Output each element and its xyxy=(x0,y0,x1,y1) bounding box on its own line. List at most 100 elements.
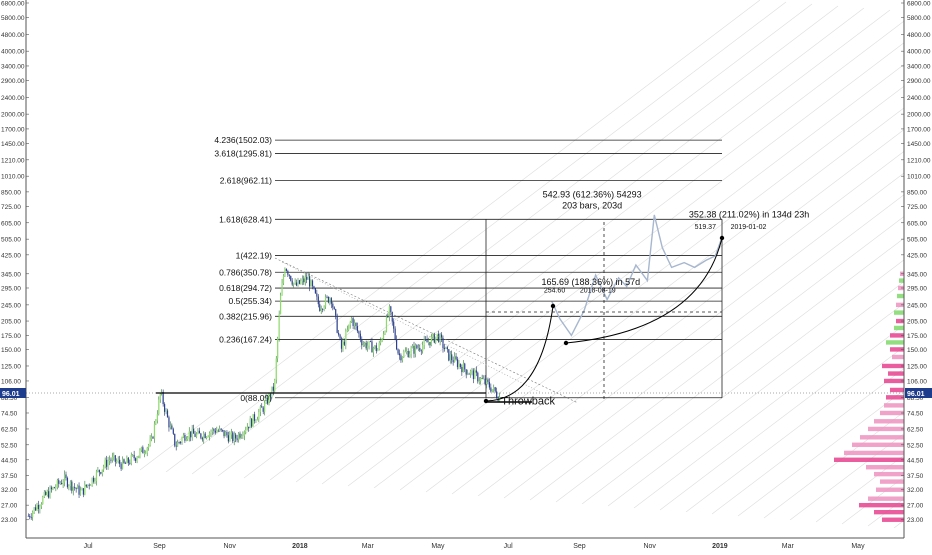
fibonacci-retracement[interactable]: 0(88.09) 0.236(167.24) 0.382(215.96) 0.5(25… xyxy=(214,135,723,403)
volume-bar xyxy=(890,387,904,393)
candle-body xyxy=(409,353,411,358)
candle-body xyxy=(301,278,303,282)
fib-level-label: 0.236(167.24) xyxy=(219,335,272,345)
candle-body xyxy=(162,391,164,405)
fib-level-label: 0.618(294.72) xyxy=(219,283,272,293)
candle-body xyxy=(139,450,141,456)
drawing-tools[interactable] xyxy=(26,222,904,404)
candle-body xyxy=(39,506,41,509)
volume-bar xyxy=(882,517,904,522)
candle-body xyxy=(461,366,463,373)
x-tick-label: 2019 xyxy=(712,543,728,550)
candle-body xyxy=(472,370,475,380)
fib-level-label: 1.618(628.41) xyxy=(219,214,272,224)
candle-body xyxy=(281,283,283,296)
y-tick-label-left: 175.00 xyxy=(1,333,21,340)
candle-body xyxy=(233,434,235,442)
price-axis[interactable]: 23.00 23.00 27.00 27.00 32.00 32.00 37.50 37.50… xyxy=(1,1,931,525)
candle-body xyxy=(352,318,354,326)
y-tick-label-right: 295.00 xyxy=(907,285,927,292)
candle-body xyxy=(159,393,161,400)
candle-body xyxy=(243,431,245,436)
candle-body xyxy=(436,333,438,337)
y-tick-label-left: 62.50 xyxy=(1,426,18,433)
candle-body xyxy=(206,436,208,439)
x-tick-label: Jul xyxy=(84,543,93,550)
candle-body xyxy=(52,487,54,490)
candle-body xyxy=(330,298,332,304)
candle-body xyxy=(178,442,180,443)
candle-body xyxy=(34,507,37,511)
curve-arc-right xyxy=(565,237,723,344)
candle-body xyxy=(27,515,29,517)
y-tick-label-right: 175.00 xyxy=(907,333,927,340)
candle-body xyxy=(306,276,308,280)
projection-path[interactable] xyxy=(551,214,722,337)
candle-body xyxy=(475,370,477,373)
candle-body xyxy=(425,339,427,341)
y-tick-label-right: 2900.00 xyxy=(907,78,931,85)
grid-line xyxy=(321,21,932,485)
candle-body xyxy=(111,456,114,461)
candle-body xyxy=(335,309,337,316)
candle-body xyxy=(197,430,199,434)
candle-body xyxy=(390,306,392,312)
candle-body xyxy=(427,341,430,343)
y-tick-label-left: 1210.00 xyxy=(1,157,25,164)
candle-body xyxy=(264,402,266,412)
annotation-measure-left-sub: 2018-08-19 xyxy=(580,288,616,295)
grid-line xyxy=(555,216,932,503)
candle-body xyxy=(342,341,344,349)
time-axis[interactable]: Jul Sep Nov 2018 Mar May Jul Sep Nov 2019 Mar May xyxy=(84,543,865,550)
candle-body xyxy=(252,414,254,427)
candle-body xyxy=(362,344,364,346)
candle-body xyxy=(343,341,346,345)
candle-body xyxy=(340,338,343,349)
grid-line xyxy=(165,1,787,473)
candle-body xyxy=(413,345,415,354)
volume-bar xyxy=(897,293,904,299)
candle-body xyxy=(211,429,214,432)
annotation-throwback: Throwback xyxy=(501,395,555,407)
candle-body xyxy=(403,351,405,357)
candle-body xyxy=(239,433,241,438)
annotation-measure-main: 203 bars, 203d xyxy=(562,200,622,210)
y-tick-label-left: 245.00 xyxy=(1,302,21,309)
candle-body xyxy=(245,430,247,432)
candle-body xyxy=(100,472,102,474)
candle-body xyxy=(53,487,56,489)
candle-body xyxy=(85,484,87,487)
candle-body xyxy=(284,268,286,276)
candle-body xyxy=(449,354,451,361)
candle-body xyxy=(249,418,251,429)
candle-body xyxy=(103,466,105,470)
candle-body xyxy=(156,414,158,421)
candle-body xyxy=(320,309,322,311)
y-tick-label-right: 88.50 xyxy=(907,395,924,402)
candle-body xyxy=(119,459,121,464)
candle-body xyxy=(359,333,361,340)
candle-body xyxy=(108,459,111,461)
candle-body xyxy=(406,350,408,352)
y-tick-label-left: 37.50 xyxy=(1,473,18,480)
candle-body xyxy=(50,487,53,490)
candle-body xyxy=(464,363,466,370)
candle-body xyxy=(471,370,473,372)
y-tick-label-right: 205.00 xyxy=(907,319,927,326)
candle-body xyxy=(469,370,472,375)
candle-body xyxy=(368,341,370,346)
candle-body xyxy=(232,432,234,442)
x-tick-label: 2018 xyxy=(292,543,308,550)
y-tick-label-left: 44.50 xyxy=(1,457,18,464)
anchor-point xyxy=(550,303,556,309)
volume-bar xyxy=(892,354,904,360)
candle-body xyxy=(269,393,272,398)
annotation-measure-right-sub: 2019-01-02 xyxy=(731,224,767,231)
candle-body xyxy=(435,336,437,343)
candle-body xyxy=(195,433,198,437)
candle-body xyxy=(137,455,140,458)
candle-body xyxy=(30,517,32,518)
candle-body xyxy=(150,436,153,440)
